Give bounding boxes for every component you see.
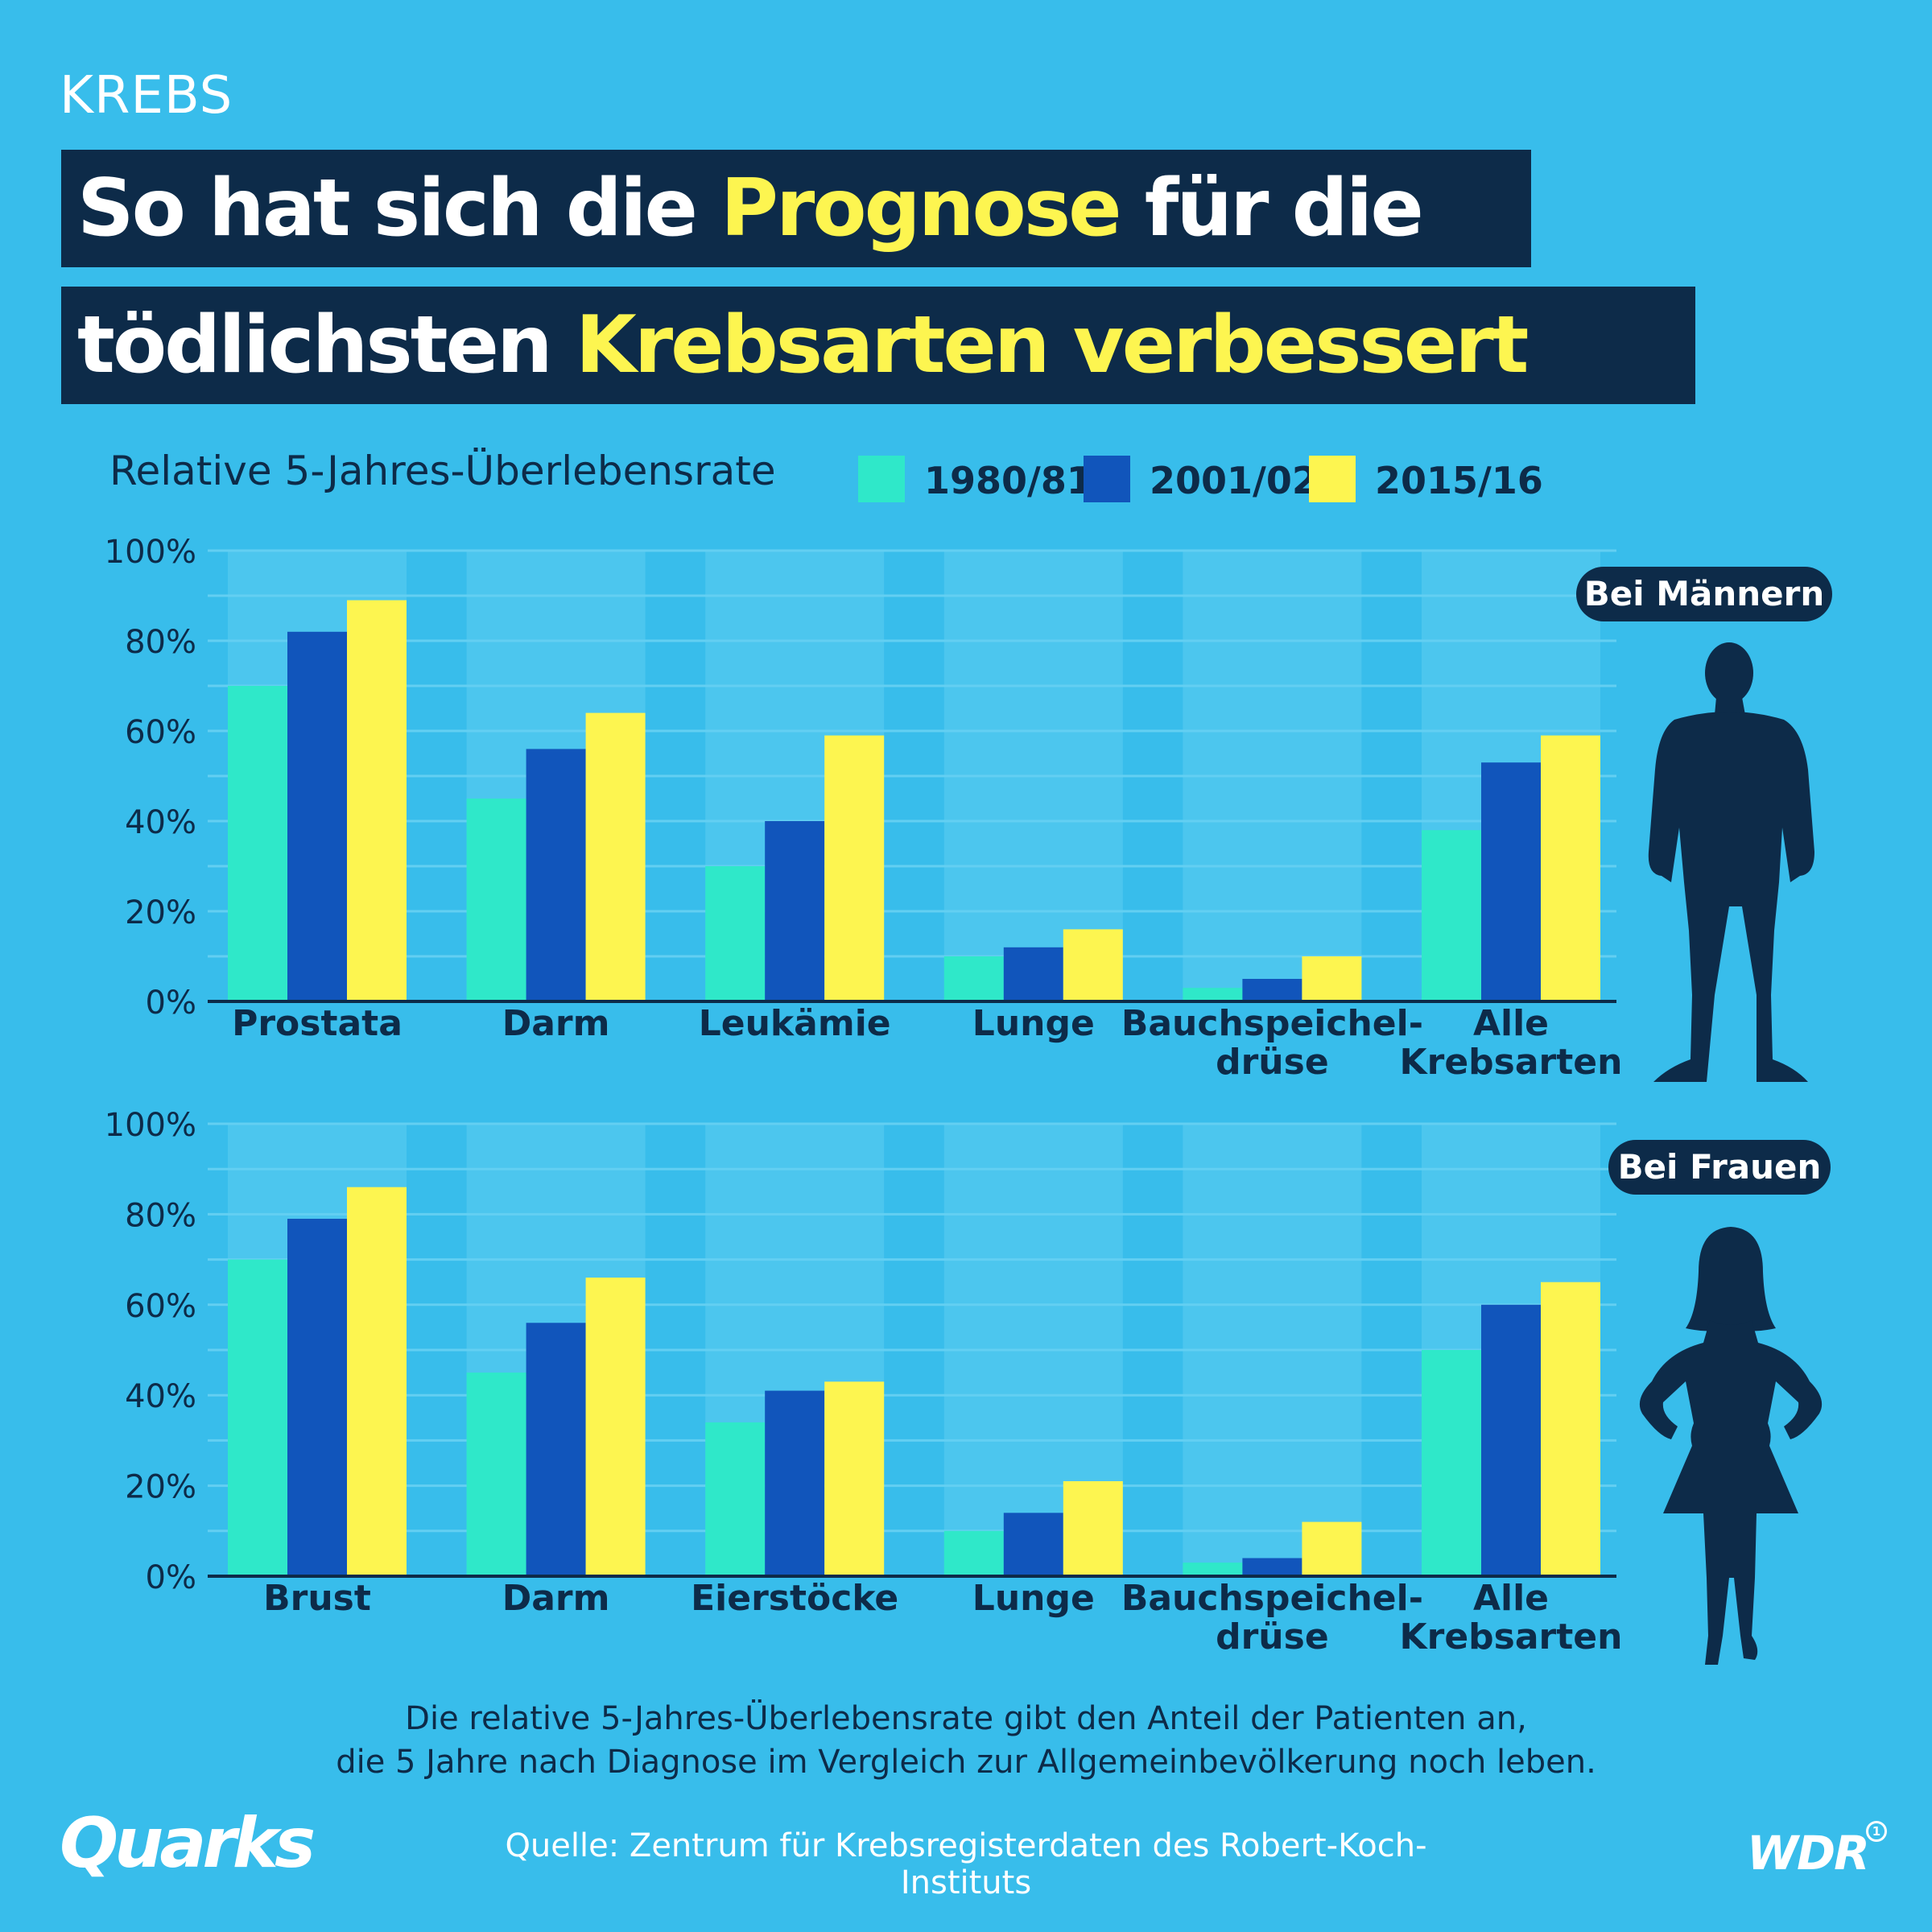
bar-2001: [1242, 1558, 1302, 1576]
category-label: Krebsarten: [1400, 1042, 1623, 1083]
bar-2001: [526, 749, 586, 1001]
legend-label-1980: 1980/81: [924, 459, 1092, 502]
badge-women: Bei Frauen: [1608, 1140, 1831, 1195]
category-label: Prostata: [232, 1003, 402, 1044]
bar-2015: [824, 1381, 885, 1576]
footnote-line-1: Die relative 5-Jahres-Überlebensrate gib…: [405, 1700, 1527, 1737]
title-line-2-highlight: Krebsarten verbessert: [575, 299, 1529, 391]
bar-2015: [824, 735, 885, 1001]
y-tick-label: 100%: [105, 1107, 196, 1144]
bar-1980: [466, 799, 526, 1001]
bar-2015: [1063, 929, 1123, 1001]
chart-subtitle: Relative 5-Jahres-Überlebensrate: [109, 448, 776, 494]
category-label: Alle: [1473, 1003, 1549, 1044]
bar-2015: [1302, 956, 1362, 1001]
legend-swatch-2015: [1309, 456, 1356, 502]
category-label: Darm: [502, 1578, 610, 1619]
y-tick-label: 40%: [125, 1378, 196, 1415]
title-line-2-pre: tödlichsten: [77, 299, 576, 391]
category-label: Alle: [1473, 1578, 1549, 1619]
title-line-1-post: für die: [1119, 163, 1424, 254]
bar-1980: [705, 866, 766, 1001]
kicker-label: KREBS: [60, 66, 233, 126]
category-label: Krebsarten: [1400, 1616, 1623, 1657]
category-label: drüse: [1216, 1042, 1329, 1083]
category-label: Darm: [502, 1003, 610, 1044]
bar-2001: [1242, 979, 1302, 1001]
bar-2001: [765, 821, 825, 1001]
wdr-logo-mark: 1: [1866, 1821, 1887, 1842]
bar-2015: [585, 712, 646, 1001]
y-tick-label: 60%: [125, 1288, 196, 1325]
man-silhouette-icon: [1648, 642, 1814, 1082]
category-label: Eierstöcke: [691, 1578, 898, 1619]
y-tick-label: 0%: [146, 1559, 196, 1596]
bar-2001: [1481, 762, 1541, 1001]
category-label: Bauchspeichel-: [1121, 1003, 1423, 1044]
legend-label-2015: 2015/16: [1375, 459, 1543, 502]
woman-silhouette-icon: [1639, 1227, 1823, 1665]
bar-1980: [943, 956, 1004, 1001]
bar-2015: [1063, 1480, 1123, 1576]
title-line-1: So hat sich die Prognose für die: [61, 150, 1531, 267]
bar-2015: [1302, 1521, 1362, 1576]
bar-2015: [347, 1187, 407, 1576]
category-label: Brust: [263, 1578, 371, 1619]
bar-1980: [228, 1259, 287, 1576]
bar-1980: [943, 1530, 1004, 1576]
y-tick-label: 100%: [105, 534, 196, 571]
bar-2001: [287, 1219, 347, 1576]
legend-swatch-2001: [1084, 456, 1130, 502]
bar-2001: [765, 1390, 825, 1576]
quarks-logo: Quarks: [60, 1803, 316, 1884]
bar-2001: [1481, 1304, 1541, 1576]
y-tick-label: 80%: [125, 624, 196, 661]
bar-2001: [287, 631, 347, 1001]
legend-label-2001: 2001/02: [1150, 459, 1318, 502]
y-tick-label: 0%: [146, 985, 196, 1022]
bar-1980: [705, 1422, 766, 1576]
legend-swatch-1980: [858, 456, 905, 502]
bar-2015: [585, 1278, 646, 1576]
category-label: Bauchspeichel-: [1121, 1578, 1423, 1619]
bar-1980: [1422, 830, 1481, 1001]
bar-2015: [1541, 735, 1600, 1001]
category-label: Leukämie: [699, 1003, 891, 1044]
bar-1980: [466, 1373, 526, 1576]
source-note: Quelle: Zentrum für Krebsregisterdaten d…: [505, 1827, 1427, 1901]
y-tick-label: 40%: [125, 804, 196, 841]
bar-1980: [1183, 988, 1243, 1001]
wdr-logo: WDR: [1747, 1826, 1870, 1880]
title-line-2: tödlichsten Krebsarten verbessert: [61, 287, 1695, 404]
title-line-1-highlight: Prognose: [720, 163, 1122, 254]
bar-2015: [1541, 1282, 1600, 1576]
y-tick-label: 80%: [125, 1197, 196, 1234]
footnote-line-2: die 5 Jahre nach Diagnose im Vergleich z…: [336, 1744, 1596, 1781]
bar-1980: [1422, 1350, 1481, 1576]
y-tick-label: 20%: [125, 894, 196, 931]
title-line-1-pre: So hat sich die: [77, 163, 721, 254]
badge-men: Bei Männern: [1576, 567, 1832, 621]
bar-2001: [1003, 1513, 1063, 1576]
bar-2001: [1003, 947, 1063, 1001]
category-label: drüse: [1216, 1616, 1329, 1657]
y-tick-label: 60%: [125, 714, 196, 751]
bar-2015: [347, 600, 407, 1001]
bar-1980: [228, 686, 287, 1001]
category-label: Lunge: [972, 1003, 1095, 1044]
y-tick-label: 20%: [125, 1469, 196, 1506]
bar-2001: [526, 1323, 586, 1576]
category-label: Lunge: [972, 1578, 1095, 1619]
bar-1980: [1183, 1563, 1243, 1576]
